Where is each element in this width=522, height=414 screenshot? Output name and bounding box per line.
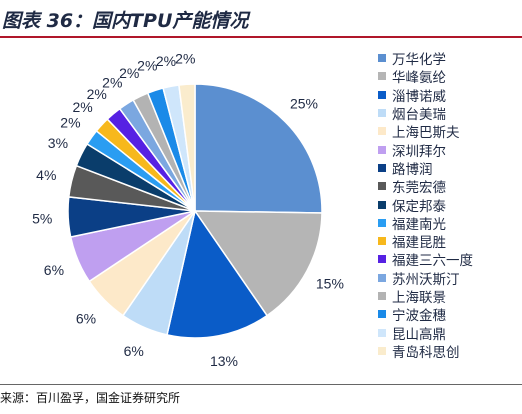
legend-item: 上海联景 xyxy=(378,287,473,307)
legend-label: 青岛科思创 xyxy=(392,344,460,361)
source-note: 来源：百川盈孚，国金证券研究所 xyxy=(0,391,181,405)
legend-swatch xyxy=(378,200,386,209)
legend-label: 宁波金穗 xyxy=(392,308,446,325)
pie-slice xyxy=(194,83,323,214)
pie-data-label: 6% xyxy=(124,343,144,359)
legend-label: 烟台美瑞 xyxy=(392,107,446,124)
legend-swatch xyxy=(378,145,386,154)
legend-item: 福建昆胜 xyxy=(378,232,473,252)
legend-label: 苏州沃斯汀 xyxy=(392,271,460,288)
legend-swatch xyxy=(378,127,386,136)
legend-label: 福建三六一度 xyxy=(392,253,473,270)
legend-swatch xyxy=(378,310,386,319)
legend-swatch xyxy=(378,273,386,282)
pie-slices xyxy=(67,83,323,339)
legend-swatch xyxy=(378,54,386,63)
legend-swatch xyxy=(378,163,386,172)
pie-chart: 25%15%13%6%6%6%5%4%3%2%2%2%2%2%2%2% 2% xyxy=(32,50,344,369)
legend-swatch xyxy=(378,346,386,355)
legend-label: 上海联景 xyxy=(392,290,446,307)
pie-data-label: 2% xyxy=(137,58,157,74)
legend-swatch xyxy=(378,218,386,227)
legend-label: 福建昆胜 xyxy=(392,235,446,252)
legend-item: 深圳拜尔 xyxy=(378,140,473,160)
legend-label: 保定邦泰 xyxy=(392,198,446,215)
legend-item: 路博润 xyxy=(378,159,473,178)
legend-item: 保定邦泰 xyxy=(378,195,473,215)
legend-item: 烟台美瑞 xyxy=(378,104,473,124)
pie-data-label: 2% xyxy=(175,50,195,66)
legend-label: 东莞宏德 xyxy=(392,180,446,197)
chart-title: 图表 36：国内TPU产能情况 xyxy=(2,10,249,32)
pie-data-label: 2% xyxy=(119,65,139,81)
pie-data-label: 2% xyxy=(60,114,80,130)
legend-label: 淄博诺威 xyxy=(392,88,446,105)
legend-item: 东莞宏德 xyxy=(378,177,473,197)
pie-slice xyxy=(166,209,269,339)
legend-swatch xyxy=(378,182,386,191)
legend-item: 苏州沃斯汀 xyxy=(378,269,473,288)
pie-data-label: 15% xyxy=(316,275,344,291)
pie-slice xyxy=(193,210,323,317)
pie-data-label: 4% xyxy=(36,167,56,183)
legend-item: 华峰氨纶 xyxy=(378,67,473,87)
legend-item: 宁波金穗 xyxy=(378,305,473,325)
legend-swatch xyxy=(378,328,386,337)
pie-data-label: 13% xyxy=(210,353,238,369)
pie-data-label: 2% xyxy=(156,53,176,69)
legend-label: 上海巴斯夫 xyxy=(392,125,460,142)
legend-swatch xyxy=(378,72,386,81)
pie-slice xyxy=(178,83,196,212)
legend-item: 万华化学 xyxy=(378,49,473,69)
legend-item: 青岛科思创 xyxy=(378,342,473,361)
legend-item: 福建南光 xyxy=(378,214,473,233)
legend-label: 万华化学 xyxy=(392,52,446,69)
legend-item: 昆山高鼎 xyxy=(378,323,473,343)
legend-label: 昆山高鼎 xyxy=(392,326,446,343)
pie-data-label: 2% xyxy=(72,99,92,115)
legend-item: 上海巴斯夫 xyxy=(378,122,473,142)
legend-label: 华峰氨纶 xyxy=(392,70,446,87)
legend-swatch xyxy=(378,292,386,300)
pie-data-labels: 25%15%13%6%6%6%5%4%3%2%2%2%2%2%2%2% 2% xyxy=(32,50,344,369)
pie-data-label: 3% xyxy=(48,135,68,151)
pie-data-label: 6% xyxy=(44,262,64,278)
pie-data-label: 2% xyxy=(102,74,122,90)
pie-data-label: 25% xyxy=(290,96,318,112)
legend-label: 深圳拜尔 xyxy=(392,143,446,160)
legend-swatch xyxy=(378,90,386,99)
legend-swatch xyxy=(378,109,386,118)
pie-data-label: 6% xyxy=(76,310,96,326)
legend-swatch xyxy=(378,237,386,246)
legend-item: 福建三六一度 xyxy=(378,250,473,270)
pie-data-label: 5% xyxy=(32,210,52,226)
legend-label: 福建南光 xyxy=(392,216,446,233)
legend-item: 淄博诺威 xyxy=(378,86,473,105)
footer-rule xyxy=(0,384,522,385)
pie-data-label: 2% xyxy=(87,86,107,102)
legend-label: 路博润 xyxy=(392,161,433,178)
title-rule xyxy=(0,36,522,38)
legend-swatch xyxy=(378,255,386,264)
legend: 万华化学 华峰氨纶 淄博诺威烟台美瑞 上海巴斯夫 深圳拜尔 路博润东莞宏德 保定邦泰 福建南光… xyxy=(378,49,473,361)
